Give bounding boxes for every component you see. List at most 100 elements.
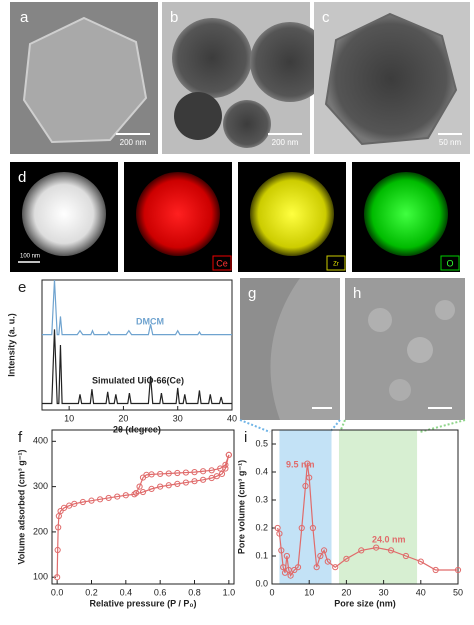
data-point	[157, 483, 164, 490]
data-point	[302, 482, 309, 490]
data-point	[182, 469, 190, 476]
data-point	[60, 504, 68, 512]
x-tick-label: 0.6	[154, 587, 167, 597]
y-tick-label: 100	[33, 572, 48, 582]
element-label: Ce	[216, 258, 228, 268]
annotation: 9.5 nm	[286, 459, 315, 469]
scale-bar: 200 nm	[120, 138, 147, 147]
data-point	[218, 470, 226, 478]
x-tick-label: 30	[379, 587, 389, 597]
data-point	[174, 480, 181, 487]
panel-label: e	[18, 279, 26, 296]
data-point	[208, 467, 215, 474]
data-point	[66, 502, 73, 509]
y-tick-label: 0.2	[255, 522, 268, 532]
data-point	[165, 482, 172, 489]
data-point	[191, 469, 198, 476]
image-h: h	[345, 278, 465, 420]
series-line	[42, 279, 232, 336]
data-point	[54, 574, 61, 581]
x-axis-label: 2θ (degree)	[113, 424, 161, 434]
data-point	[96, 496, 104, 503]
data-point	[432, 566, 439, 574]
data-point	[332, 564, 339, 571]
data-point	[131, 491, 138, 498]
data-point	[278, 547, 285, 554]
data-point	[274, 524, 281, 532]
x-tick-label: 0.4	[120, 587, 133, 597]
data-point	[157, 470, 164, 478]
data-point	[343, 555, 350, 562]
data-point	[298, 524, 305, 532]
data-point	[174, 469, 181, 477]
data-point	[217, 465, 224, 472]
x-tick-label: 50	[453, 587, 463, 597]
scale-bar: 100 nm	[20, 254, 40, 260]
data-point	[114, 493, 121, 500]
y-tick-label: 400	[33, 436, 48, 446]
data-point	[148, 485, 155, 492]
y-tick-label: 300	[33, 481, 48, 491]
data-point	[287, 572, 294, 579]
x-tick-label: 0.0	[51, 587, 64, 597]
data-point	[417, 558, 424, 565]
data-point	[358, 547, 365, 554]
x-tick-label: 20	[341, 587, 351, 597]
x-tick-label: 10	[304, 587, 314, 597]
x-tick-label: 0.8	[188, 587, 201, 597]
data-point	[79, 498, 87, 506]
series-line	[277, 463, 458, 577]
data-point	[199, 476, 207, 483]
data-point	[276, 530, 283, 537]
data-point	[55, 524, 62, 531]
panel-label: f	[18, 429, 23, 446]
series-line	[56, 454, 230, 578]
y-tick-label: 0.0	[255, 578, 268, 588]
data-point	[57, 507, 64, 515]
data-point	[191, 478, 198, 485]
data-point	[199, 468, 207, 475]
data-point	[88, 497, 95, 504]
panel-label: g	[248, 285, 256, 302]
image-g: g	[240, 278, 340, 420]
panel-label: d	[18, 169, 26, 186]
y-tick-label: 0.4	[255, 466, 268, 476]
image-b: 200 nm b	[162, 2, 330, 154]
plot-frame	[51, 429, 235, 585]
data-point	[105, 494, 112, 502]
data-point	[313, 564, 320, 571]
annotation: 24.0 nm	[372, 534, 406, 544]
x-axis-label: Relative pressure (P / P₀)	[90, 598, 197, 608]
x-axis-label: Pore size (nm)	[334, 598, 396, 608]
highlight-band	[338, 430, 418, 584]
data-point	[294, 564, 302, 571]
panel-label: i	[244, 429, 247, 446]
x-tick-label: 0	[269, 587, 274, 597]
data-point	[320, 547, 328, 554]
panel-label: h	[353, 285, 361, 302]
data-point	[136, 483, 143, 490]
plot-frame	[41, 279, 233, 411]
data-point	[324, 558, 331, 565]
series-line	[42, 329, 232, 405]
data-point	[454, 566, 462, 574]
y-tick-label: 0.3	[255, 494, 268, 504]
y-axis-label: Volume adsorbed (cm³ g⁻¹)	[16, 449, 26, 564]
y-tick-label: 0.1	[255, 550, 268, 560]
data-point	[139, 474, 147, 481]
data-point	[387, 547, 395, 554]
panel-label: a	[20, 9, 29, 26]
data-point	[309, 524, 317, 532]
data-point	[225, 451, 232, 459]
data-point	[373, 544, 380, 551]
data-point	[122, 492, 129, 499]
data-point	[54, 546, 61, 554]
x-tick-label: 40	[416, 587, 426, 597]
series-label: DMCM	[136, 316, 164, 326]
data-point	[139, 488, 147, 496]
element-label: O	[446, 258, 453, 268]
plot-frame	[271, 429, 459, 585]
x-tick-label: 30	[173, 413, 183, 423]
data-point	[317, 552, 324, 560]
